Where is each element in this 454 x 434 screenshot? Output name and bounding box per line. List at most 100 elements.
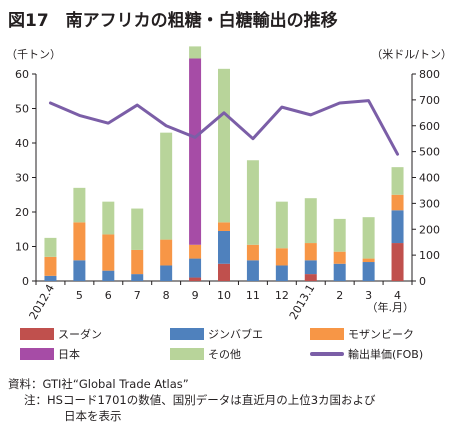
bar-segment (160, 239, 173, 266)
bar-segment (218, 230, 230, 264)
bar-segment (362, 262, 375, 281)
right-tick-label: 600 (419, 120, 440, 133)
left-tick-label: 30 (15, 172, 29, 185)
bar-segment (304, 274, 317, 281)
legend-swatch (20, 348, 54, 360)
bar-segment (275, 265, 288, 281)
x-tick-label: 7 (134, 289, 141, 302)
x-tick-label: 9 (192, 289, 199, 302)
legend-swatch (20, 328, 54, 340)
bar-segment (44, 275, 57, 281)
bar-segment (333, 263, 346, 281)
right-tick-label: 800 (419, 68, 440, 81)
bar-segment (102, 234, 115, 271)
bar-segment (189, 46, 202, 59)
bar-segment (391, 194, 404, 211)
bar-segment (102, 201, 115, 235)
x-tick-label: 11 (246, 289, 260, 302)
right-tick-label: 500 (419, 146, 440, 159)
x-tick-label: 2 (336, 289, 343, 302)
right-tick-label: 700 (419, 94, 440, 107)
bar-segment (189, 58, 202, 245)
note-line-2: 日本を表示 (64, 409, 122, 423)
bar-segment (362, 258, 375, 263)
chart-title: 図17 南アフリカの粗糖・白糖輸出の推移 (8, 11, 338, 31)
bar-segment (391, 167, 404, 195)
right-tick-label: 100 (419, 249, 440, 262)
x-tick-label: 2013.1 (287, 282, 318, 322)
bar-segment (246, 160, 259, 245)
bar-segment (362, 217, 375, 259)
bar-segment (44, 256, 57, 276)
bar-segment (73, 222, 86, 261)
bar-segment (131, 208, 144, 250)
right-tick-label: 400 (419, 172, 440, 185)
bar-segment (73, 187, 86, 223)
chart-notes: 資料：GTI社“Global Trade Atlas” 注：HSコード1701の… (8, 376, 376, 424)
bar-segment (218, 222, 230, 231)
legend-item: 輸出単価(FOB) (310, 346, 423, 362)
legend-label: モザンビーク (348, 328, 414, 341)
bar-segment (160, 265, 173, 281)
bar-segment (333, 218, 346, 252)
bar-segment (189, 277, 202, 281)
right-tick-label: 0 (419, 275, 426, 288)
legend-label: その他 (208, 348, 241, 361)
right-axis-label: （米ドル/トン） (371, 48, 452, 61)
legend-swatch (310, 352, 344, 356)
legend-swatch (170, 348, 204, 360)
source-note: 資料：GTI社“Global Trade Atlas” (8, 377, 189, 391)
stacked-bar-line-chart: 01020304050600100200300400500600700800（千… (6, 46, 452, 322)
bar-segment (189, 258, 202, 278)
x-tick-label: 3 (365, 289, 372, 302)
right-tick-label: 200 (419, 223, 440, 236)
left-tick-label: 40 (15, 137, 29, 150)
x-tick-label: 2012.4 (27, 282, 58, 322)
bar-segment (275, 248, 288, 266)
right-tick-label: 300 (419, 197, 440, 210)
bar-segment (73, 260, 86, 281)
legend-item: その他 (170, 346, 241, 362)
legend-label: ジンバブエ (208, 328, 263, 341)
left-tick-label: 50 (15, 103, 29, 116)
note-line-1: 注：HSコード1701の数値、国別データは直近月の上位3カ国および (24, 393, 376, 407)
bar-segment (391, 243, 404, 281)
legend-item: スーダン (20, 326, 102, 342)
x-axis-unit: （年.月） (367, 300, 415, 314)
x-tick-label: 8 (163, 289, 170, 302)
legend-label: スーダン (58, 328, 102, 341)
left-axis-label: （千トン） (6, 48, 61, 61)
left-tick-label: 10 (15, 241, 29, 254)
bar-segment (189, 244, 202, 259)
left-tick-label: 60 (15, 68, 29, 81)
x-tick-label: 6 (105, 289, 112, 302)
bar-segment (246, 260, 259, 281)
bar-segment (304, 198, 317, 244)
bar-segment (304, 243, 317, 261)
x-tick-label: 10 (217, 289, 231, 302)
left-tick-label: 0 (22, 275, 29, 288)
legend-item: モザンビーク (310, 326, 414, 342)
bar-segment (275, 201, 288, 249)
legend-item: ジンバブエ (170, 326, 263, 342)
bar-segment (218, 263, 230, 281)
legend-swatch (310, 328, 344, 340)
legend-label: 日本 (58, 348, 80, 361)
x-tick-label: 5 (76, 289, 83, 302)
price-line (48, 99, 400, 156)
bar-segment (246, 244, 259, 261)
bar-segment (102, 270, 115, 281)
left-tick-label: 20 (15, 206, 29, 219)
bar-segment (333, 251, 346, 264)
x-tick-label: 12 (275, 289, 289, 302)
bar-segment (218, 68, 230, 223)
bar-segment (44, 237, 57, 257)
bar-segment (304, 260, 317, 275)
bar-segment (391, 210, 404, 244)
legend-label: 輸出単価(FOB) (348, 348, 424, 361)
bar-segment (131, 249, 144, 275)
bar-segment (131, 274, 144, 281)
x-tick-label: 4 (394, 289, 401, 302)
legend-swatch (170, 328, 204, 340)
legend-item: 日本 (20, 346, 80, 362)
